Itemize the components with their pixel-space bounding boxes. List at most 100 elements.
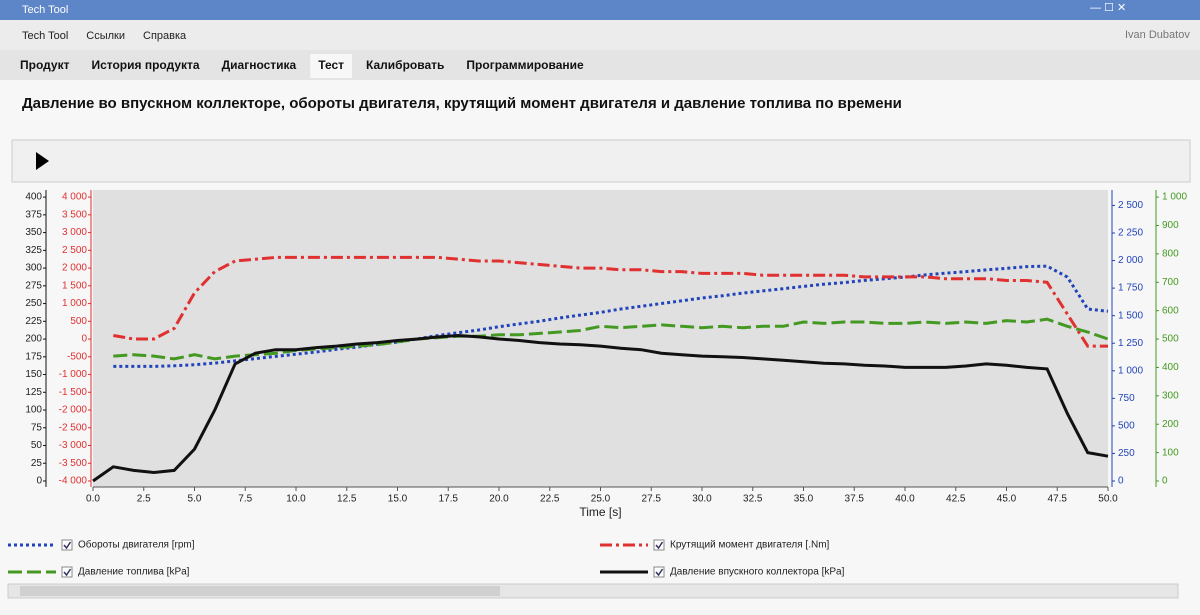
menu-bar xyxy=(0,20,1200,50)
x-tick-label: 27.5 xyxy=(642,494,662,505)
y-tick-label: 3 000 xyxy=(62,227,87,238)
legend-checkbox[interactable] xyxy=(61,539,73,551)
y-tick-label: 750 xyxy=(1118,393,1135,404)
menu: Tech Tool Ссылки Справка xyxy=(22,30,187,42)
tab-label: Программирование xyxy=(466,58,584,72)
y-tick-label: -4 000 xyxy=(59,476,88,487)
x-tick-label: 30.0 xyxy=(692,494,712,505)
scroll-thumb[interactable] xyxy=(20,586,500,596)
x-tick-label: 35.0 xyxy=(794,494,814,505)
x-tick-label: 10.0 xyxy=(286,494,306,505)
series-line xyxy=(113,317,1109,361)
legend-checkbox[interactable] xyxy=(653,539,665,551)
x-tick-label: 12.5 xyxy=(337,494,357,505)
y-tick-label: 1 000 xyxy=(1118,365,1143,376)
y-tick-label: 125 xyxy=(25,387,42,398)
series-line xyxy=(92,333,1109,483)
x-tick-label: 37.5 xyxy=(845,494,865,505)
y-tick-label: 175 xyxy=(25,351,42,362)
y-tick-label: 2 500 xyxy=(1118,200,1143,211)
y-tick-label: 400 xyxy=(25,192,42,203)
y-tick-label: 600 xyxy=(1162,305,1179,316)
y-tick-label: 300 xyxy=(1162,390,1179,401)
menu-item[interactable]: Справка xyxy=(143,30,187,42)
y-tick-label: 250 xyxy=(25,298,42,309)
chart: 0 25 50 75 100 125 150 175 200 225 250 275 300 325 350… xyxy=(8,190,1187,578)
legend-checkbox[interactable] xyxy=(653,566,665,578)
y-tick-label: 100 xyxy=(25,405,42,416)
x-tick-label: 25.0 xyxy=(591,494,611,505)
y-tick-label: 400 xyxy=(1162,362,1179,373)
menu-item[interactable]: Ссылки xyxy=(86,30,125,42)
tab[interactable]: История продукта xyxy=(83,54,207,78)
y-tick-label: 800 xyxy=(1162,249,1179,260)
x-tick-label: 17.5 xyxy=(439,494,459,505)
series-line xyxy=(113,264,1109,368)
tab[interactable]: Программирование xyxy=(458,54,591,78)
x-tick-label: 40.0 xyxy=(895,494,915,505)
title-bar xyxy=(0,0,1200,20)
player-bar xyxy=(11,139,1191,183)
chart-title: Давление во впускном коллекторе, обороты… xyxy=(22,95,902,112)
legend-item[interactable]: Давление топлива [kPa] xyxy=(8,566,190,578)
y-tick-label: 250 xyxy=(1118,448,1135,459)
y-tick-label: 375 xyxy=(25,209,42,220)
x-tick-label: 42.5 xyxy=(946,494,966,505)
legend-label: Давление топлива [kPa] xyxy=(78,567,190,578)
menu-item[interactable]: Tech Tool xyxy=(22,30,68,42)
x-axis-label: Time [s] xyxy=(579,505,621,519)
x-tick-label: 15.0 xyxy=(388,494,408,505)
tab-label: Тест xyxy=(318,58,344,72)
y-tick-label: 350 xyxy=(25,227,42,238)
y-tick-label: -1 000 xyxy=(59,369,88,380)
tab-bar xyxy=(0,50,1200,80)
y-tick-label: 2 500 xyxy=(62,245,87,256)
y-tick-label: 500 xyxy=(1162,334,1179,345)
y-tick-label: 1 000 xyxy=(62,298,87,309)
tab-background xyxy=(310,54,353,78)
play-button[interactable] xyxy=(36,152,49,170)
tab-label: Диагностика xyxy=(222,58,297,72)
y-tick-label: 100 xyxy=(1162,447,1179,458)
y-tick-label: -2 500 xyxy=(59,422,88,433)
y-tick-label: 2 000 xyxy=(62,263,87,274)
tab[interactable]: Продукт xyxy=(12,54,77,78)
y-tick-label: 700 xyxy=(1162,277,1179,288)
tab[interactable]: Диагностика xyxy=(214,54,305,78)
tabs: Продукт История продукта Диагностика Тест Ка… xyxy=(12,54,591,78)
window-title: Tech Tool xyxy=(22,4,68,16)
y-tick-label: -3 500 xyxy=(59,458,88,469)
y-tick-label: 300 xyxy=(25,263,42,274)
y-tick-label: -2 000 xyxy=(59,405,88,416)
legend-checkbox[interactable] xyxy=(61,566,73,578)
y-tick-label: 325 xyxy=(25,245,42,256)
x-tick-label: 45.0 xyxy=(997,494,1017,505)
y-tick-label: 200 xyxy=(1162,419,1179,430)
y-tick-label: 1 500 xyxy=(62,280,87,291)
x-tick-label: 5.0 xyxy=(188,494,202,505)
y-tick-label: 1 750 xyxy=(1118,283,1143,294)
legend-item[interactable]: Крутящий момент двигателя [.Nm] xyxy=(600,539,830,551)
y-tick-label: 0 xyxy=(81,334,87,345)
y-tick-label: 1 000 xyxy=(1162,192,1187,203)
x-tick-label: 20.0 xyxy=(489,494,509,505)
legend-item[interactable]: Обороты двигателя [rpm] xyxy=(8,539,195,551)
x-tick-label: 50.0 xyxy=(1098,494,1118,505)
check-mark xyxy=(655,541,664,550)
y-tick-label: 0 xyxy=(1162,476,1168,487)
plot-area xyxy=(93,190,1108,487)
tab[interactable]: Калибровать xyxy=(358,54,452,78)
y-tick-label: 75 xyxy=(31,422,43,433)
legend-label: Давление впускного коллектора [kPa] xyxy=(670,567,845,578)
y-tick-label: 225 xyxy=(25,316,42,327)
y-tick-label: 200 xyxy=(25,334,42,345)
y-tick-label: -3 000 xyxy=(59,440,88,451)
tab[interactable]: Тест xyxy=(310,54,353,78)
tab-label: История продукта xyxy=(91,58,199,72)
y-tick-label: 4 000 xyxy=(62,192,87,203)
y-tick-label: -500 xyxy=(67,351,87,362)
legend-item[interactable]: Давление впускного коллектора [kPa] xyxy=(600,566,845,578)
window-controls[interactable]: — ☐ ✕ xyxy=(1090,2,1126,14)
check-mark xyxy=(655,568,664,577)
